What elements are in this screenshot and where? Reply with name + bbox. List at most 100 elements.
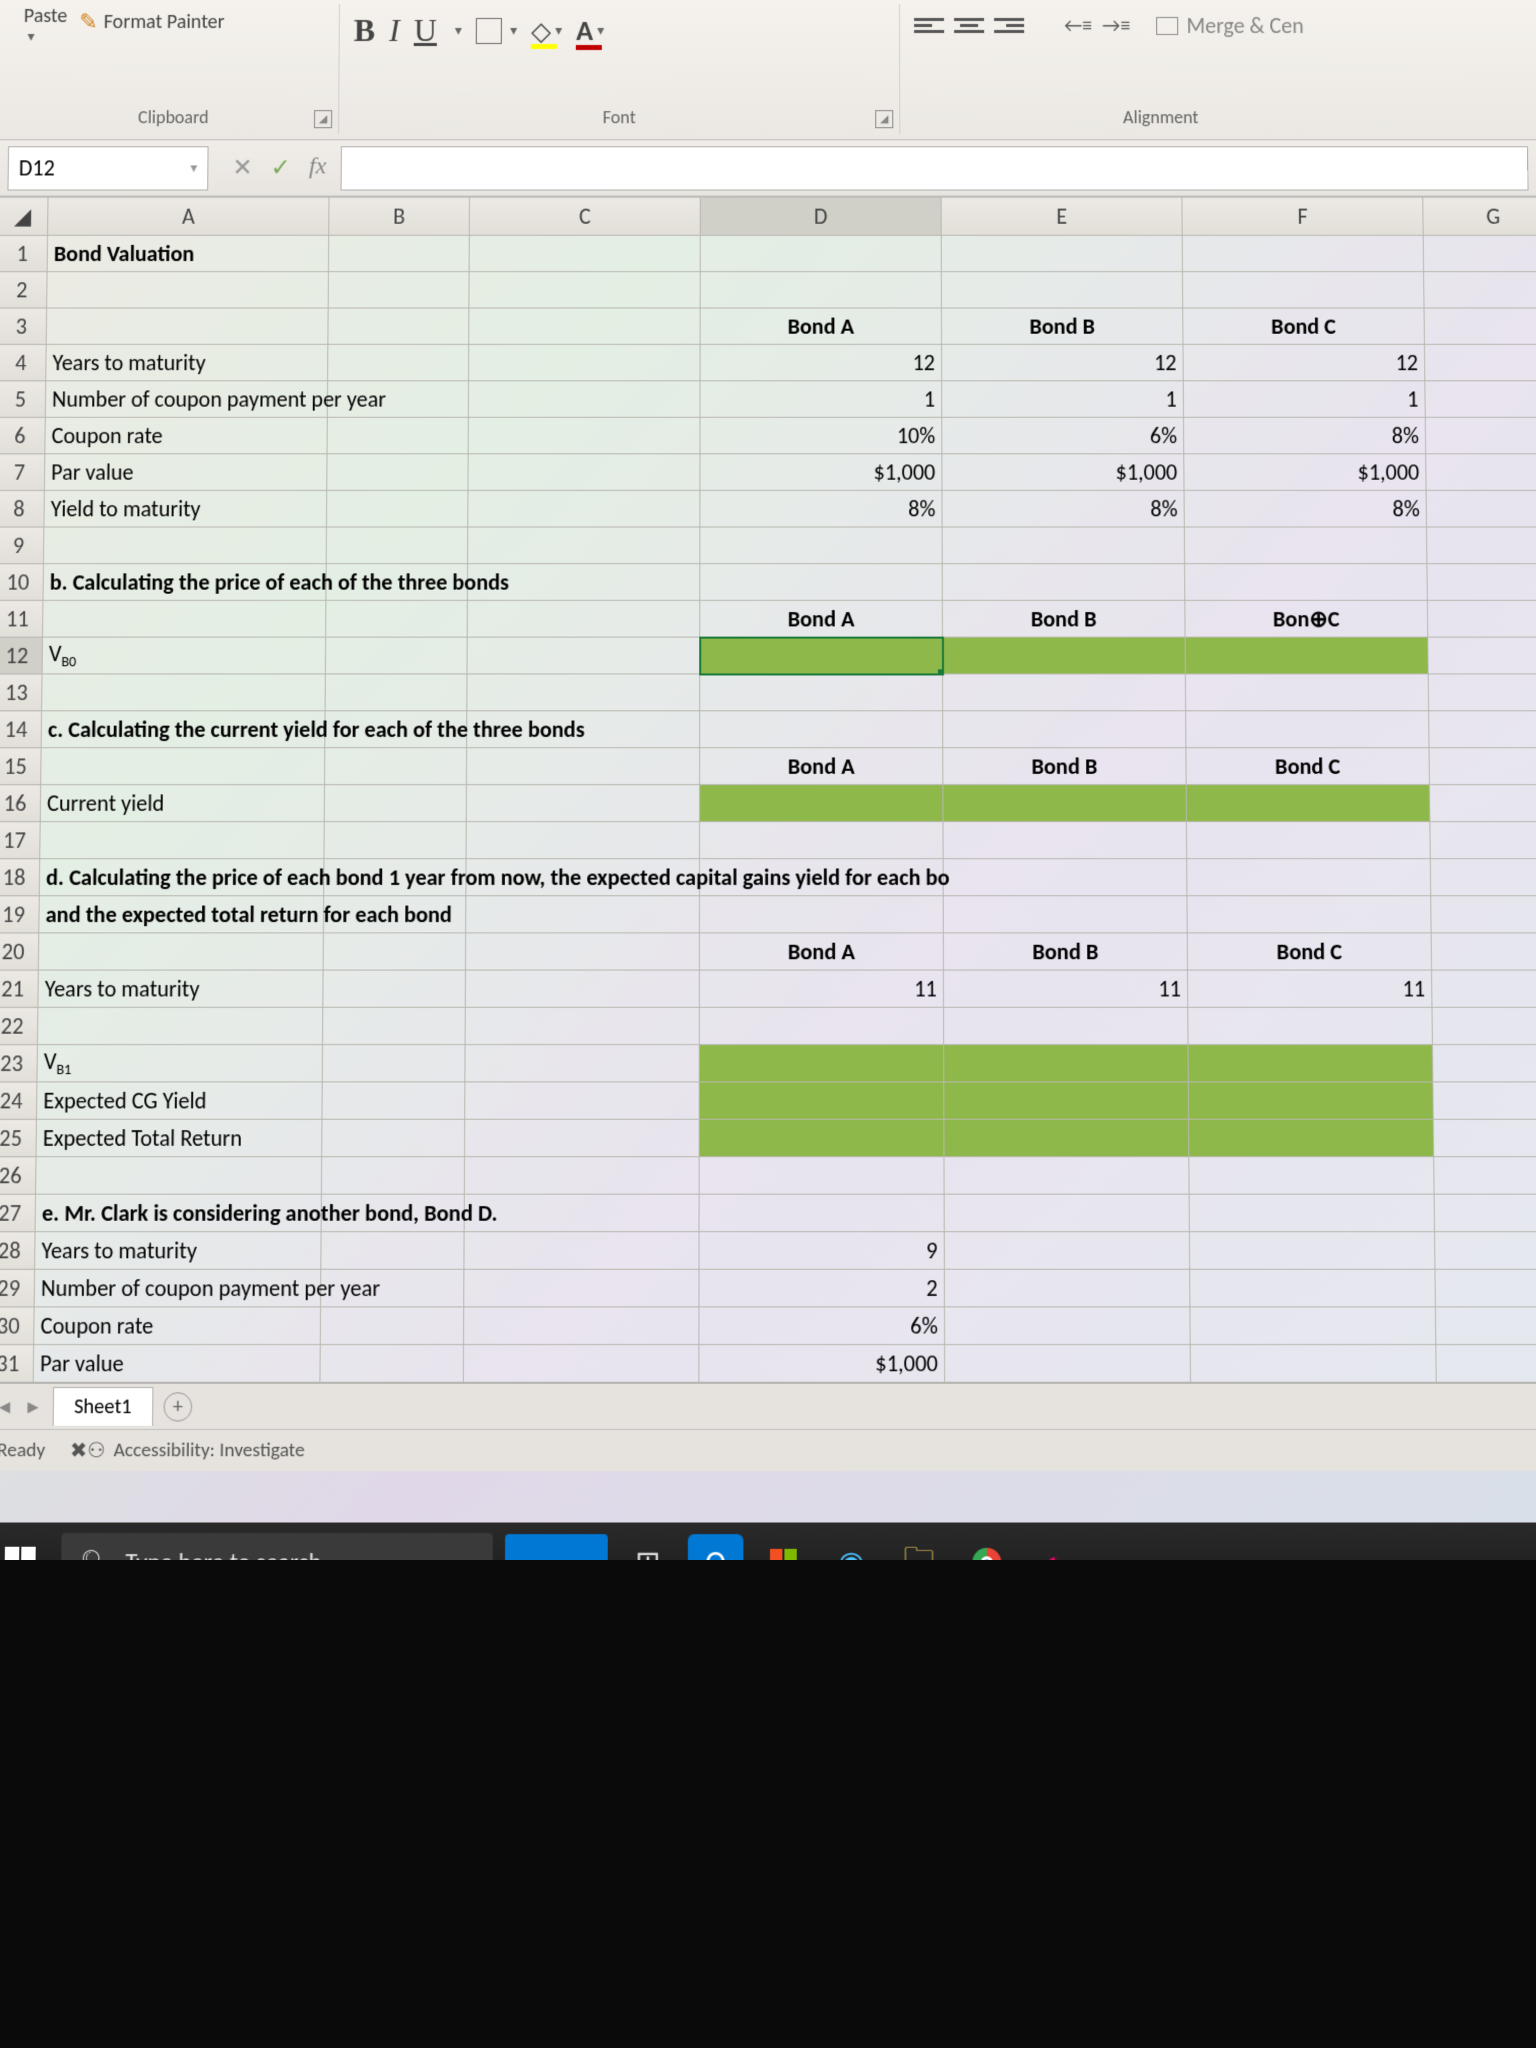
row-header[interactable]: 25 <box>0 1119 36 1156</box>
cell[interactable]: Bond C <box>1186 748 1430 785</box>
cell[interactable] <box>466 822 699 859</box>
cell[interactable] <box>1434 1194 1536 1232</box>
cell[interactable] <box>1185 637 1428 674</box>
cell[interactable]: 11 <box>943 970 1187 1007</box>
cell[interactable]: 11 <box>1187 970 1431 1007</box>
cell[interactable] <box>1189 1194 1434 1232</box>
cell[interactable] <box>699 1082 944 1119</box>
cell[interactable] <box>323 970 466 1007</box>
cell[interactable] <box>1189 1119 1434 1156</box>
cell[interactable] <box>325 637 467 674</box>
cell[interactable] <box>1189 1232 1435 1270</box>
increase-indent-button[interactable]: →≡ <box>1102 13 1130 37</box>
cell[interactable] <box>1190 1269 1436 1307</box>
dialog-launcher-icon[interactable]: ◢ <box>314 110 332 128</box>
cell[interactable] <box>1435 1232 1536 1270</box>
cell[interactable] <box>1424 308 1536 344</box>
borders-button[interactable]: ▾ <box>476 17 517 43</box>
cell[interactable] <box>466 896 700 933</box>
cell[interactable] <box>1435 1307 1536 1345</box>
cell[interactable]: 1 <box>942 381 1184 417</box>
cell[interactable] <box>942 637 1185 674</box>
cell[interactable] <box>467 674 700 711</box>
cell[interactable] <box>1435 1269 1536 1307</box>
decrease-indent-button[interactable]: ←≡ <box>1064 13 1092 37</box>
cell[interactable] <box>1436 1345 1536 1383</box>
fx-icon[interactable]: fx <box>309 153 327 182</box>
cell[interactable] <box>1424 344 1536 380</box>
cell[interactable] <box>466 785 699 822</box>
merge-center-button[interactable]: Merge & Cen <box>1156 12 1304 39</box>
align-right-button[interactable] <box>994 13 1024 37</box>
cell[interactable] <box>41 748 325 785</box>
cell[interactable]: c. Calculating the current yield for eac… <box>41 711 325 748</box>
cell[interactable] <box>469 235 700 271</box>
format-painter-button[interactable]: ✎ Format Painter <box>79 8 225 35</box>
cell[interactable] <box>700 785 943 822</box>
cell[interactable]: Bond A <box>700 748 943 785</box>
dialog-launcher-icon[interactable]: ◢ <box>875 110 893 128</box>
cell[interactable]: 1 <box>700 381 942 417</box>
cell[interactable]: Yield to maturity <box>44 490 327 527</box>
cell[interactable] <box>36 1157 322 1194</box>
cell[interactable] <box>700 637 943 674</box>
cell[interactable] <box>469 344 701 380</box>
cell[interactable] <box>467 600 700 637</box>
cell[interactable] <box>467 637 700 674</box>
cell[interactable] <box>699 1157 944 1194</box>
cell[interactable] <box>468 417 700 454</box>
cell[interactable] <box>1428 674 1536 711</box>
cell[interactable] <box>1431 933 1536 970</box>
row-header[interactable]: 16 <box>0 785 41 822</box>
cell[interactable] <box>942 527 1184 564</box>
row-header[interactable]: 14 <box>0 711 42 748</box>
align-center-button[interactable] <box>954 13 984 37</box>
cell[interactable] <box>43 527 326 564</box>
cell[interactable] <box>43 600 326 637</box>
cell[interactable]: Number of coupon payment per year <box>45 381 327 417</box>
cell[interactable] <box>700 564 943 601</box>
cell[interactable] <box>1429 711 1536 748</box>
cell[interactable] <box>320 1345 464 1383</box>
cell[interactable]: $1,000 <box>700 454 942 491</box>
col-header[interactable]: E <box>941 197 1182 235</box>
cell[interactable] <box>1433 1082 1536 1119</box>
cell[interactable] <box>465 970 699 1007</box>
cell[interactable] <box>1190 1345 1436 1383</box>
cell[interactable] <box>699 822 943 859</box>
cell[interactable] <box>321 1232 464 1270</box>
cell[interactable] <box>42 674 326 711</box>
cell[interactable] <box>943 674 1186 711</box>
cell[interactable]: Years to maturity <box>35 1232 321 1270</box>
row-header[interactable]: 15 <box>0 748 41 785</box>
cell[interactable] <box>1423 235 1536 271</box>
cancel-icon[interactable]: ✕ <box>232 153 252 182</box>
row-header[interactable]: 11 <box>0 600 43 637</box>
cell[interactable] <box>324 785 466 822</box>
row-header[interactable]: 2 <box>0 272 47 308</box>
cell[interactable] <box>1186 711 1429 748</box>
cell[interactable]: Bond A <box>699 933 943 970</box>
cell[interactable] <box>1184 527 1427 564</box>
cell[interactable] <box>945 1345 1191 1383</box>
cell[interactable] <box>1189 1157 1434 1194</box>
cell[interactable] <box>469 272 700 308</box>
cell[interactable]: Bon⊕C <box>1185 600 1428 637</box>
cell[interactable] <box>1425 381 1536 417</box>
cell[interactable]: Coupon rate <box>34 1307 321 1345</box>
cell[interactable] <box>38 933 323 970</box>
cell[interactable] <box>325 674 467 711</box>
cell[interactable] <box>944 1307 1190 1345</box>
cell[interactable] <box>46 308 328 344</box>
cell[interactable] <box>699 896 943 933</box>
cell[interactable] <box>1432 1007 1536 1044</box>
align-left-button[interactable] <box>914 13 944 37</box>
cell[interactable]: Bond C <box>1183 308 1425 344</box>
cell[interactable]: Number of coupon payment per year <box>34 1269 321 1307</box>
cell[interactable] <box>700 674 943 711</box>
cell[interactable] <box>944 1232 1189 1270</box>
cell[interactable] <box>464 1194 699 1232</box>
cell[interactable] <box>700 711 943 748</box>
cell[interactable] <box>1429 785 1536 822</box>
cell[interactable] <box>1425 417 1536 454</box>
